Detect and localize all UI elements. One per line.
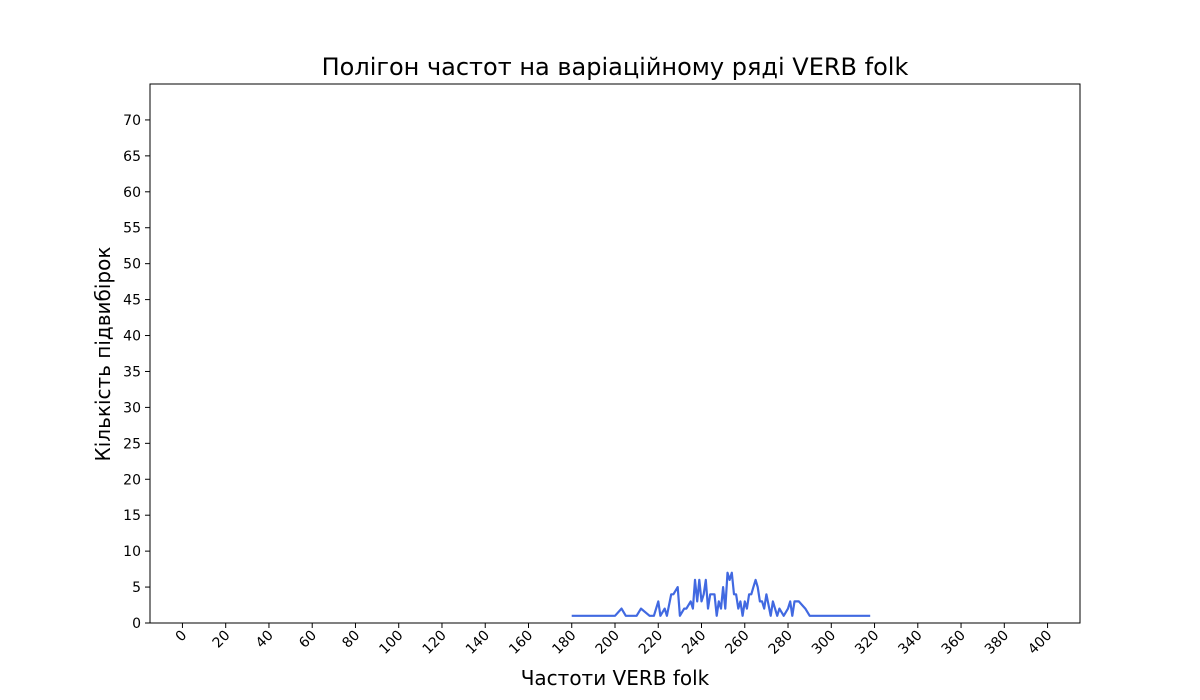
y-tick-label: 35 [123,364,141,380]
x-axis-label: Частоти VERB folk [521,666,710,690]
y-tick-label: 50 [123,257,141,273]
y-tick-label: 45 [123,293,141,309]
y-tick-label: 15 [123,508,141,524]
x-tick-label: 80 [339,628,363,652]
y-tick-label: 30 [123,400,141,416]
y-tick-label: 40 [123,329,141,345]
x-tick-label: 160 [506,628,536,658]
x-tick-label: 180 [549,628,579,658]
x-tick-label: 200 [593,628,623,658]
plot-area-frame [149,83,1081,624]
y-axis-ticks: 0 5 10 15 20 25 30 35 40 45 50 55 60 65 70 [123,113,150,632]
x-tick-label: 280 [766,628,796,658]
x-tick-label: 40 [253,628,277,652]
x-tick-label: 340 [895,628,925,658]
y-tick-label: 5 [132,580,141,596]
y-tick-label: 25 [123,436,141,452]
x-tick-label: 260 [722,628,752,658]
x-tick-label: 400 [1025,628,1055,658]
y-tick-label: 55 [123,221,141,237]
x-tick-label: 380 [982,628,1012,658]
chart-title: Полігон частот на варіаційному ряді VERB… [322,53,909,81]
x-tick-label: 120 [420,628,450,658]
y-axis-label: Кількість підвибірок [91,247,115,462]
x-tick-label: 60 [296,628,320,652]
y-tick-label: 70 [123,113,141,129]
x-tick-label: 240 [679,628,709,658]
x-tick-label: 220 [636,628,666,658]
x-tick-label: 20 [210,628,234,652]
y-tick-label: 0 [132,616,141,632]
x-tick-label: 320 [852,628,882,658]
y-tick-label: 65 [123,149,141,165]
y-tick-label: 10 [123,544,141,560]
y-tick-label: 20 [123,472,141,488]
x-tick-label: 100 [376,628,406,658]
x-tick-label: 140 [463,628,493,658]
x-axis-ticks: 0 20 40 60 80 100 120 140 160 180 200 220 240 260 280 3… [173,623,1055,658]
x-tick-label: 360 [939,628,969,658]
y-tick-label: 60 [123,185,141,201]
x-tick-label: 300 [809,628,839,658]
x-tick-label: 0 [173,628,191,646]
series-line [571,571,871,617]
